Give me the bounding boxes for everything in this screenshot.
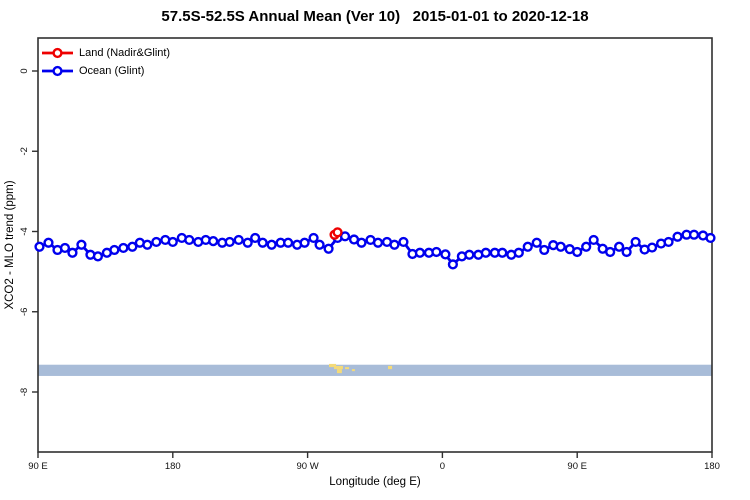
- ocean-series-point-marker: [572, 246, 583, 258]
- x-axis-tick-label: 90 W: [297, 461, 319, 472]
- x-axis-tick-label: 90 E: [28, 461, 48, 472]
- chart-title: 57.5S-52.5S Annual Mean (Ver 10) 2015-01…: [161, 8, 589, 25]
- ocean-series-point-marker: [257, 237, 268, 248]
- ocean-series-point-marker: [323, 243, 334, 254]
- ocean-series-point-marker: [59, 242, 71, 254]
- ocean-series-point-marker: [109, 244, 120, 256]
- ocean-series-point-marker: [167, 236, 178, 248]
- ocean-series-point-marker: [356, 237, 367, 248]
- ocean-series-point-marker: [431, 246, 442, 258]
- y-axis-tick-label: 0: [19, 68, 30, 73]
- ocean-series-point-marker: [372, 237, 384, 248]
- latitude-band-ocean-strip: [38, 364, 712, 376]
- ocean-series-point-marker: [43, 237, 54, 248]
- ocean-series-point-marker: [447, 259, 458, 270]
- ocean-series-point-marker: [621, 246, 632, 258]
- ocean-series-point-marker: [127, 241, 138, 252]
- ocean-series-point-marker: [142, 239, 153, 250]
- legend-label-ocean: Ocean (Glint): [79, 65, 145, 77]
- ocean-series-point-marker: [308, 232, 319, 244]
- ocean-series-point-marker: [92, 251, 104, 262]
- ocean-series-point-marker: [614, 241, 625, 252]
- ocean-series-point-marker: [497, 247, 508, 258]
- ocean-series-point-marker: [555, 241, 566, 252]
- ocean-series-point-marker: [339, 231, 351, 242]
- ocean-series-point-marker: [389, 239, 400, 250]
- ocean-series-point-marker: [513, 247, 524, 258]
- x-axis-tick-label: 0: [440, 461, 445, 472]
- ocean-series-point-marker: [531, 237, 542, 248]
- ocean-series-point-marker: [34, 241, 45, 252]
- ocean-series-point-marker: [398, 236, 409, 248]
- ocean-series-point-marker: [539, 244, 550, 256]
- legend-label-land: Land (Nadir&Glint): [79, 47, 171, 59]
- x-axis-title: Longitude (deg E): [329, 476, 421, 488]
- ocean-series-point-marker: [581, 241, 592, 252]
- ocean-series-point-marker: [464, 249, 475, 260]
- latitude-band-land-blob: [336, 369, 342, 374]
- ocean-series-point-marker: [480, 247, 491, 258]
- y-axis-tick-label: -6: [19, 308, 30, 316]
- latitude-band-land-blob: [329, 363, 337, 368]
- ocean-series-point-marker: [440, 249, 451, 260]
- ocean-series-point-marker: [688, 229, 700, 240]
- ocean-series-point-marker: [630, 236, 641, 248]
- x-axis-tick-label: 90 E: [567, 461, 587, 472]
- x-axis-tick-label: 180: [704, 461, 720, 472]
- ocean-series-point-marker: [151, 236, 162, 248]
- y-axis-tick-label: -2: [19, 147, 30, 155]
- y-axis-title: XCO2 - MLO trend (ppm): [4, 180, 16, 310]
- ocean-series-point-marker: [283, 237, 294, 248]
- ocean-series-point-marker: [522, 241, 533, 252]
- y-axis-tick-label: -4: [19, 227, 30, 235]
- latitude-band-land-blob: [351, 369, 355, 372]
- y-axis-tick-label: -8: [19, 388, 30, 396]
- latitude-band-land-blob: [388, 365, 393, 370]
- ocean-series-point-marker: [118, 242, 129, 254]
- ocean-series-point-marker: [224, 236, 235, 248]
- ocean-series-point-marker: [705, 232, 716, 244]
- ocean-series-point-marker: [250, 232, 261, 244]
- land-series-point-marker: [332, 227, 343, 238]
- ocean-series-point-marker: [233, 234, 244, 246]
- ocean-series-point-marker: [314, 239, 325, 250]
- ocean-series-point-marker: [76, 239, 87, 250]
- ocean-series-point-marker: [242, 237, 253, 248]
- ocean-series-point-marker: [208, 236, 219, 247]
- legend-symbol-marker: [52, 65, 63, 77]
- latitude-band-land-blob: [345, 367, 350, 370]
- legend-symbol-marker: [52, 47, 63, 59]
- x-axis-tick-label: 180: [165, 461, 181, 472]
- ocean-series-point-marker: [605, 246, 616, 258]
- ocean-series-point-marker: [67, 247, 78, 258]
- ocean-series-point-marker: [266, 239, 277, 250]
- ocean-series-point-marker: [588, 234, 599, 246]
- latitude-band-land-blob: [333, 365, 343, 370]
- ocean-series-point-marker: [299, 237, 310, 248]
- ocean-series-point-marker: [663, 236, 674, 248]
- ocean-series-point-marker: [646, 242, 658, 253]
- ocean-series-point-marker: [414, 247, 426, 258]
- ocean-series-point-marker: [184, 234, 195, 246]
- ocean-series-point-marker: [672, 231, 683, 242]
